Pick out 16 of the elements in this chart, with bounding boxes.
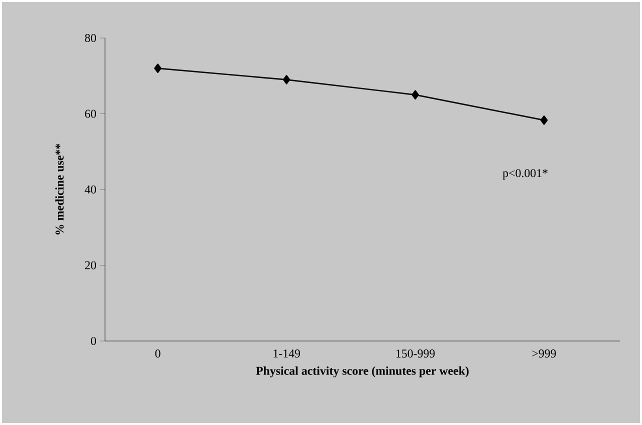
y-tick-label: 20 (85, 261, 96, 270)
x-tick-label: 150-999 (396, 350, 435, 358)
x-tick-label: 0 (155, 350, 160, 358)
point (154, 64, 162, 73)
y-axis-title: % medicine use** (55, 144, 64, 234)
x-axis-title: Physical activity score (minutes per week) (256, 366, 469, 378)
point (412, 90, 419, 100)
y-tick-label: 60 (85, 110, 96, 118)
y-tick-label: 0 (90, 336, 96, 346)
annotation: p<0.001* (502, 169, 548, 180)
point (282, 75, 290, 84)
x-tick-label: 1-149 (274, 350, 300, 358)
y-tick-label: 80 (84, 34, 96, 42)
y-tick-label: 40 (84, 185, 96, 194)
x-tick-label: >999 (532, 350, 556, 358)
point (540, 116, 548, 125)
